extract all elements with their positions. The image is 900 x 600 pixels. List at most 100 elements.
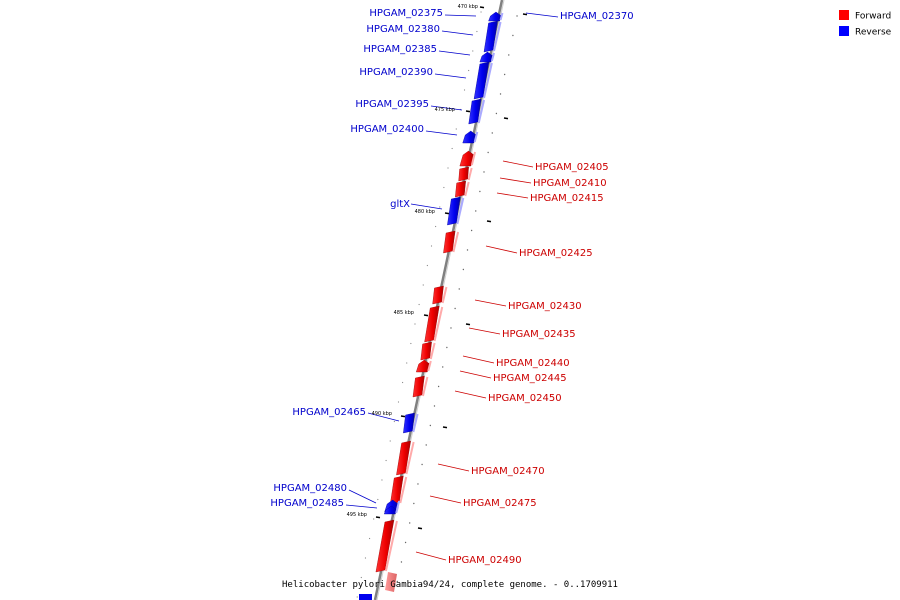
gene-label-hpgam_02370: HPGAM_02370 (560, 11, 634, 22)
gene-edge (493, 21, 502, 52)
minor-tick (422, 284, 424, 286)
tick-label: 495 kbp (347, 512, 367, 518)
gene-partial-shape (359, 594, 372, 600)
major-tick (400, 415, 406, 418)
gene-edge (441, 286, 448, 304)
gene-leader-line (425, 130, 458, 136)
gene-label-hpgam_02485: HPGAM_02485 (270, 498, 344, 509)
gene-label-hpgam_02395: HPGAM_02395 (355, 99, 429, 110)
gene-label-hpgam_02415: HPGAM_02415 (530, 193, 604, 204)
gene-leader-line (459, 370, 492, 379)
gene-leader-line (525, 12, 559, 18)
gene-label-hpgam_02435: HPGAM_02435 (502, 329, 576, 340)
minor-tick (442, 366, 444, 368)
minor-tick (426, 264, 428, 267)
gene-label-hpgam_02410: HPGAM_02410 (533, 178, 607, 189)
gene-edge (433, 306, 444, 342)
gene-label-hpgam_02445: HPGAM_02445 (493, 373, 567, 384)
gene-edge (473, 131, 479, 143)
minor-tick (480, 11, 482, 13)
gene-label-hpgam_02450: HPGAM_02450 (488, 393, 562, 404)
gene-leader-line (348, 489, 377, 504)
gene-edge (499, 12, 504, 21)
gene-label-hpgam_02390: HPGAM_02390 (359, 67, 433, 78)
minor-tick (435, 225, 437, 228)
minor-tick (402, 381, 404, 384)
gene-edge (384, 520, 398, 572)
tick-layer (356, 6, 528, 598)
gene-leader-line (441, 30, 474, 36)
gene-leader-line (502, 160, 534, 168)
minor-tick (472, 50, 474, 52)
genome-caption: Helicobacter pylori Gambia94/24, complet… (282, 580, 618, 590)
gene-leader-line (454, 390, 487, 399)
gene-label-hpgam_02405: HPGAM_02405 (535, 162, 609, 173)
minor-tick (479, 190, 481, 193)
gene-hpgam_02470-shape (396, 440, 411, 476)
gene-label-hpgam_02400: HPGAM_02400 (350, 124, 424, 135)
major-tick (503, 117, 509, 120)
minor-tick (487, 151, 489, 154)
gene-leader-line (429, 495, 462, 504)
gene-edge (405, 441, 415, 475)
gene-label-hpgam_02425: HPGAM_02425 (519, 248, 593, 259)
gene-label-hpgam_02470: HPGAM_02470 (471, 466, 545, 477)
gene-leader-line (499, 177, 532, 184)
minor-tick (368, 537, 371, 540)
gene-edge (421, 376, 429, 397)
minor-tick (429, 424, 432, 427)
minor-tick (447, 167, 449, 169)
minor-tick (417, 483, 419, 485)
minor-tick (450, 327, 452, 329)
gene-edge (412, 413, 419, 433)
gene-leader-line (415, 551, 447, 561)
minor-tick (400, 561, 403, 563)
gene-leader-line (345, 504, 378, 509)
gene-leader-line (468, 327, 501, 335)
minor-tick (430, 245, 433, 247)
legend-label-forward: Forward (855, 12, 891, 22)
gene-hpgam_02465-shape (403, 412, 415, 434)
major-tick (486, 220, 492, 223)
gene-label-hpgam_02465: HPGAM_02465 (292, 407, 366, 418)
minor-tick (406, 362, 408, 364)
minor-tick (454, 307, 456, 310)
minor-tick (421, 463, 423, 466)
gene-edge (490, 52, 495, 62)
minor-tick (385, 459, 387, 462)
gene-hpgam_02440-shape (420, 341, 432, 361)
gene-hpgam_02395-shape (468, 98, 482, 125)
gene-edge (470, 151, 477, 166)
minor-tick (466, 249, 469, 251)
gene-leader-line (410, 203, 443, 210)
minor-tick (373, 518, 375, 520)
minor-tick (437, 385, 440, 388)
minor-tick (418, 303, 420, 306)
major-tick (465, 323, 471, 326)
minor-tick (451, 147, 453, 150)
gene-edge (452, 231, 460, 253)
tick-label: 475 kbp (435, 107, 455, 113)
minor-tick (458, 288, 460, 290)
minor-tick (356, 596, 358, 598)
minor-tick (499, 93, 502, 95)
minor-tick (425, 444, 427, 446)
gene-label-hpgam_02475: HPGAM_02475 (463, 498, 537, 509)
gene-hpgam_02425-shape (443, 230, 456, 254)
minor-tick (503, 73, 506, 76)
minor-tick (433, 405, 436, 407)
legend-swatch-reverse (839, 26, 849, 36)
minor-tick (463, 89, 466, 91)
minor-tick (475, 210, 477, 212)
gene-leader-line (474, 299, 507, 307)
gene-label-hpgam_02490: HPGAM_02490 (448, 555, 522, 566)
gene-leader-line (438, 50, 471, 56)
minor-tick (439, 206, 441, 208)
gene-label-hpgam_02440: HPGAM_02440 (496, 358, 570, 369)
minor-tick (404, 541, 407, 544)
gene-label-hpgam_02375: HPGAM_02375 (369, 8, 443, 19)
major-tick (522, 13, 528, 16)
minor-tick (409, 522, 411, 524)
gene-edge (467, 167, 473, 181)
tick-label: 470 kbp (458, 4, 478, 10)
